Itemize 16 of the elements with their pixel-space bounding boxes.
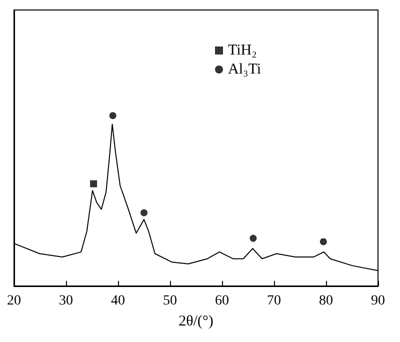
x-tick-label: 70 — [267, 294, 281, 308]
x-tick-label: 20 — [7, 294, 21, 308]
point — [140, 209, 148, 216]
point — [250, 234, 257, 242]
x-tick-label: 40 — [111, 294, 125, 308]
point — [90, 180, 98, 188]
x-tick-label: 60 — [215, 294, 229, 308]
legend-label: Al₃Ti — [228, 62, 262, 78]
point — [320, 238, 327, 246]
legend-label: TiH₂ — [228, 42, 257, 58]
x-tick-label: 30 — [59, 294, 73, 308]
x-tick-label: 90 — [371, 294, 385, 308]
x-tick-label: 50 — [163, 294, 177, 308]
point — [109, 112, 116, 120]
x-axis-title: 2θ/(°) — [178, 314, 214, 330]
x-tick-label: 80 — [319, 294, 333, 308]
